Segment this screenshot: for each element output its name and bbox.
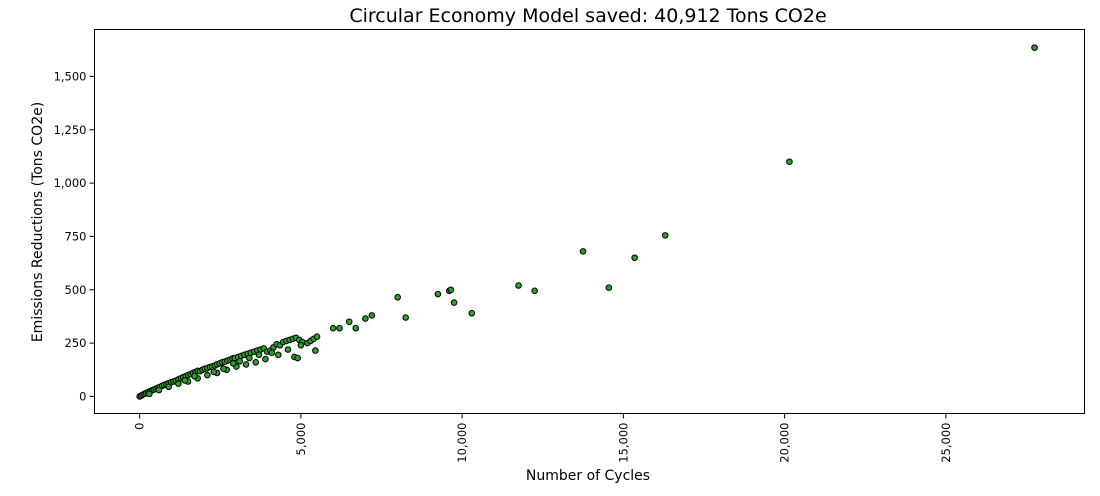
data-point [165,383,172,391]
data-point [450,299,458,306]
data-point [352,324,360,332]
chart-title: Circular Economy Model saved: 40,912 Ton… [349,5,826,27]
data-point [468,309,476,317]
data-point [515,282,522,289]
data-point [336,324,343,332]
x-tick-label: 5,000 [294,423,308,456]
y-tick-label: 0 [79,389,86,403]
data-point [297,341,305,349]
data-point [191,372,198,380]
data-point [786,158,793,166]
data-point [368,312,376,319]
data-point [579,248,587,255]
data-point [631,254,638,262]
y-axis: 0 250 500 750 1,000 1,250 1,500 [54,69,95,403]
data-point [229,360,237,367]
data-point [146,390,153,398]
data-point [181,377,189,384]
data-point [605,284,613,291]
x-tick-label: 10,000 [455,423,469,463]
data-point [362,315,369,322]
data-point [394,293,401,301]
data-point [661,232,669,239]
data-point [155,386,163,394]
x-axis: 0 5,000 10,000 15,000 20,000 25,000 [133,413,953,463]
y-tick-label: 750 [65,229,87,243]
x-tick-label: 20,000 [778,423,792,463]
data-point [1031,44,1038,51]
data-point [313,333,321,341]
data-point [402,314,409,321]
data-point [284,346,292,353]
data-point [294,354,301,362]
data-points [136,44,1038,400]
x-tick-label: 0 [133,423,147,430]
y-tick-label: 1,000 [54,176,87,190]
data-point [204,371,211,379]
data-point [255,351,263,359]
y-tick-label: 1,250 [54,123,87,137]
data-point [220,365,227,373]
data-point [312,347,319,354]
data-point [242,361,250,368]
data-point [252,359,260,366]
data-point [275,351,282,359]
data-point [245,354,253,362]
data-point [447,286,455,294]
y-tick-label: 1,500 [54,69,87,83]
data-point [345,318,353,326]
data-point [268,349,276,357]
data-point [531,287,538,295]
data-point [329,324,337,332]
y-tick-label: 250 [65,336,87,350]
data-point [175,380,182,387]
x-axis-label: Number of Cycles [526,468,650,484]
y-tick-label: 500 [65,283,87,297]
data-point [236,357,243,365]
x-tick-label: 15,000 [616,423,630,463]
x-tick-label: 25,000 [939,423,953,463]
plot-frame [94,29,1085,414]
data-point [210,368,218,376]
y-axis-label: Emissions Reductions (Tons CO2e) [30,102,46,342]
data-point [434,290,442,298]
data-point [262,355,269,363]
